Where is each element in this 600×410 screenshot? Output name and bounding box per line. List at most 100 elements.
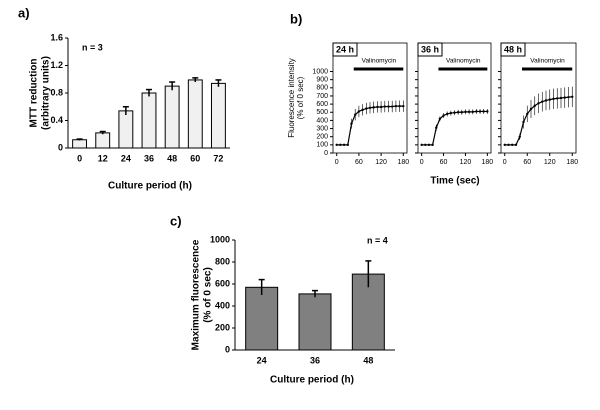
x-tick-label: 36	[144, 153, 154, 163]
data-point	[398, 104, 401, 108]
data-point	[449, 111, 453, 115]
panel-title: 48 h	[504, 44, 522, 54]
y-tick-label: 400	[316, 117, 328, 124]
data-point	[567, 95, 570, 99]
y-tick-label: 600	[316, 101, 328, 108]
data-point	[346, 143, 349, 147]
data-point	[537, 102, 540, 105]
data-point	[478, 110, 482, 113]
y-tick-label: 1000	[210, 234, 230, 244]
panel-label: a)	[18, 5, 30, 20]
data-point	[361, 108, 364, 112]
series-line	[421, 110, 488, 146]
data-point	[486, 110, 489, 113]
annotation: Valinomycin	[362, 58, 397, 65]
bar	[298, 293, 332, 351]
data-point	[460, 111, 463, 114]
data-point	[503, 143, 506, 147]
data-point	[518, 135, 521, 138]
data-point	[526, 112, 529, 116]
y-tick-label: 100	[316, 142, 328, 149]
y-tick-label: 0	[225, 344, 230, 354]
data-point	[435, 126, 438, 129]
y-tick-label: 200	[215, 322, 230, 332]
data-point	[387, 105, 390, 108]
x-tick-label: 180	[397, 159, 409, 166]
data-point	[552, 97, 555, 101]
data-point	[511, 143, 514, 147]
panel-label: b)	[290, 11, 302, 26]
y-tick-label: 500	[316, 109, 328, 116]
y-tick-label: 900	[316, 77, 328, 84]
x-axis-label: Culture period (h)	[108, 181, 192, 192]
x-tick-label: 60	[355, 159, 363, 166]
data-point	[475, 110, 478, 113]
plot-frame	[417, 42, 492, 154]
y-tick-label: 0	[58, 142, 63, 152]
y-tick-label: 300	[316, 125, 328, 132]
data-point	[522, 120, 525, 124]
title-box	[500, 42, 526, 57]
data-point	[342, 143, 346, 147]
data-point	[354, 113, 357, 116]
y-axis-label: Maximum fluorescence	[191, 239, 202, 350]
x-tick-label: 60	[440, 159, 448, 166]
data-point	[514, 143, 518, 147]
data-point	[350, 122, 353, 125]
data-point	[335, 143, 338, 147]
x-tick-label: 24	[121, 153, 131, 163]
y-tick-label: 1.2	[50, 60, 63, 70]
bar	[95, 132, 111, 149]
x-tick-label: 180	[482, 159, 494, 166]
y-tick-label: 800	[215, 256, 230, 266]
x-tick-label: 36	[310, 355, 320, 365]
panel-label: c)	[170, 213, 182, 228]
data-point	[372, 106, 375, 109]
data-point	[357, 110, 361, 113]
annotation: n = 3	[82, 42, 103, 52]
data-point	[424, 143, 427, 147]
data-point	[339, 143, 342, 147]
x-tick-label: 120	[375, 159, 387, 166]
title-box	[332, 42, 358, 57]
annotation: n = 4	[367, 235, 388, 245]
x-tick-label: 0	[77, 153, 82, 163]
x-tick-label: 180	[566, 159, 578, 166]
y-tick-label: 1.6	[50, 32, 63, 42]
data-point	[427, 143, 431, 147]
data-point	[482, 110, 485, 113]
data-point	[556, 97, 559, 100]
y-tick-label: 200	[316, 134, 328, 141]
x-tick-label: 60	[190, 153, 200, 163]
data-point	[541, 100, 544, 103]
data-point	[376, 105, 379, 109]
y-tick-label: 800	[316, 85, 328, 92]
y-axis-label: (% of 0 sec)	[203, 267, 214, 323]
annotation: Valinomycin	[446, 58, 481, 65]
data-point	[548, 98, 551, 101]
annotation: Valinomycin	[530, 58, 565, 65]
bar	[245, 286, 279, 351]
x-tick-label: 0	[335, 159, 339, 166]
plot-frame	[332, 42, 408, 154]
panel-title: 36 h	[421, 44, 439, 54]
y-tick-label: 600	[215, 278, 230, 288]
x-tick-label: 120	[460, 159, 472, 166]
y-axis-label: MTT reduction	[29, 59, 40, 128]
x-tick-label: 72	[213, 153, 223, 163]
bar	[141, 92, 157, 149]
data-point	[467, 110, 471, 114]
x-tick-label: 120	[544, 159, 556, 166]
data-point	[571, 95, 574, 98]
data-point	[529, 107, 533, 111]
bar	[72, 139, 88, 149]
x-axis-label: Time (sec)	[430, 176, 479, 187]
y-tick-label: 1000	[312, 68, 328, 75]
data-point	[464, 110, 467, 114]
data-point	[402, 104, 405, 108]
data-point	[442, 114, 445, 117]
x-tick-label: 48	[363, 355, 373, 365]
bar	[210, 82, 226, 149]
data-point	[533, 104, 536, 107]
x-tick-label: 24	[257, 355, 267, 365]
